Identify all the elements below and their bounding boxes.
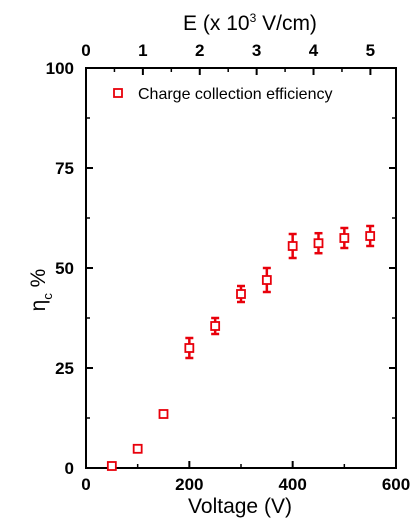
top-tick-label: 3 [252,41,261,60]
x-axis-title: Voltage (V) [188,495,292,518]
legend-label: Charge collection efficiency [138,86,332,103]
data-point [132,443,143,454]
data-point [287,241,298,251]
tick-label-group: 0 200 400 600 0 25 50 75 100 0 1 2 3 4 5 [46,41,411,494]
data-point [261,275,272,285]
top-tick-label: 4 [309,41,319,60]
top-tick-label: 0 [81,41,90,60]
top-axis-title-prefix: E (x 10 [183,12,250,35]
data-point [339,233,350,243]
data-point [236,289,246,299]
plot-frame [85,67,397,469]
y-axis-title-subscript: c [40,293,55,300]
y-tick-label: 25 [55,359,74,378]
series-group [106,224,376,471]
x-tick-label: 200 [175,475,203,494]
y-axis-title: ηc % [27,269,55,312]
y-tick-label: 0 [65,459,74,478]
top-axis-title: E (x 103 V/cm) [183,11,317,35]
data-point [210,321,221,331]
top-axis-title-suffix: V/cm) [256,12,317,35]
y-axis-title-main: η [27,300,50,312]
data-point [106,461,117,471]
data-point [313,238,324,249]
top-tick-label: 5 [366,41,375,60]
y-tick-label: 50 [55,259,74,278]
data-point [158,409,169,419]
top-tick-label: 1 [138,41,147,60]
x-tick-label: 600 [382,475,410,494]
x-tick-label: 0 [81,475,90,494]
y-tick-label: 75 [55,159,74,178]
tick-group [85,67,397,469]
top-tick-label: 2 [195,41,204,60]
data-point [365,231,376,241]
x-tick-label: 400 [278,475,306,494]
legend-marker [113,88,123,98]
y-tick-label: 100 [46,59,74,78]
legend: Charge collection efficiency [113,86,332,103]
data-point [184,343,195,353]
y-axis-title-suffix: % [27,269,50,294]
top-axis-title-superscript: 3 [250,11,257,25]
